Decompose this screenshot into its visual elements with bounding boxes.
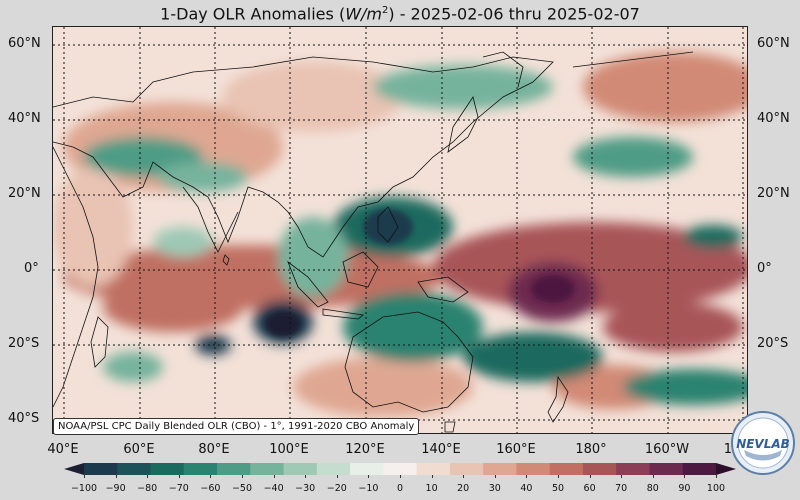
colorbar-segment <box>250 463 285 475</box>
lat-label-left: 40°S <box>8 411 40 426</box>
colorbar-tick-mark <box>621 475 623 478</box>
colorbar-extend-min <box>64 463 84 475</box>
logo-text: NEVLAB <box>736 437 790 451</box>
lat-label-left: 0° <box>24 261 39 276</box>
colorbar-segment <box>416 463 451 475</box>
colorbar-segment <box>283 463 318 475</box>
colorbar-tick-label: 0 <box>396 483 404 494</box>
lon-label: 40°E <box>47 442 79 457</box>
colorbar-tick-mark <box>147 475 149 478</box>
map-field <box>53 27 747 433</box>
colorbar-tick-mark <box>305 475 307 478</box>
colorbar-tick-label: −70 <box>168 483 189 494</box>
colorbar-tick-mark <box>178 475 180 478</box>
colorbar-segment <box>582 463 617 475</box>
nev-lab-globe-logo: NEVLAB <box>731 411 795 475</box>
colorbar-tick-label: −100 <box>70 483 98 494</box>
colorbar-tick-mark <box>716 475 717 478</box>
lat-label-left: 60°N <box>8 36 41 51</box>
colorbar-tick-mark <box>684 475 686 478</box>
colorbar-segment <box>183 463 218 475</box>
colorbar-segment <box>616 463 650 475</box>
colorbar-tick-mark <box>526 475 528 478</box>
colorbar-segment <box>649 463 684 475</box>
lat-label-left: 40°N <box>8 111 41 126</box>
colorbar-segment <box>84 463 118 475</box>
lon-label: 80°E <box>198 442 230 457</box>
colorbar-tick-mark <box>463 475 465 478</box>
lat-label-right: 20°S <box>757 336 789 351</box>
colorbar-tick-label: 30 <box>488 483 501 494</box>
lon-label: 120°E <box>345 442 385 457</box>
colorbar-tick-mark <box>210 475 212 478</box>
colorbar-tick-label: −40 <box>263 483 284 494</box>
colorbar <box>64 463 736 475</box>
colorbar-tick-mark <box>400 475 401 478</box>
colorbar-tick-mark <box>273 475 275 478</box>
lat-label-right: 40°N <box>757 111 790 126</box>
colorbar-tick-label: 70 <box>615 483 628 494</box>
lat-label-right: 0° <box>757 261 772 276</box>
lat-label-right: 60°N <box>757 36 790 51</box>
coastlines <box>53 51 694 433</box>
colorbar-extend-max <box>716 463 736 475</box>
colorbar-segment <box>549 463 584 475</box>
lon-label: 140°E <box>421 442 461 457</box>
colorbar-tick-label: 50 <box>551 483 565 494</box>
colorbar-tick-mark <box>558 475 559 478</box>
colorbar-tick-label: −20 <box>326 483 347 494</box>
anomaly-field <box>53 52 747 417</box>
colorbar-tick-label: 40 <box>520 483 533 494</box>
source-note: NOAA/PSL CPC Daily Blended OLR (CBO) - 1… <box>53 418 420 435</box>
colorbar-segment <box>316 463 351 475</box>
lon-label: 160°E <box>496 442 536 457</box>
lat-label-left: 20°S <box>8 336 40 351</box>
colorbar-tick-label: −90 <box>105 483 126 494</box>
colorbar-segment <box>483 463 517 475</box>
colorbar-tick-label: −60 <box>200 483 221 494</box>
colorbar-segment <box>516 463 551 475</box>
colorbar-tick-mark <box>431 475 433 478</box>
colorbar-tick-label: 80 <box>646 483 659 494</box>
colorbar-segment <box>383 463 418 475</box>
colorbar-segment <box>217 463 251 475</box>
colorbar-tick-mark <box>242 475 243 478</box>
colorbar-tick-label: 100 <box>706 483 726 494</box>
colorbar-tick-label: −80 <box>137 483 158 494</box>
colorbar-tick-mark <box>336 475 338 478</box>
colorbar-tick-mark <box>589 475 591 478</box>
map-title: 1-Day OLR Anomalies (W/m2) - 2025-02-06 … <box>160 4 640 24</box>
colorbar-segment <box>449 463 484 475</box>
colorbar-tick-mark <box>652 475 654 478</box>
colorbar-tick-label: −30 <box>295 483 316 494</box>
colorbar-tick-label: −10 <box>358 483 379 494</box>
lat-label-right: 20°N <box>757 186 790 201</box>
lon-label: 100°E <box>269 442 309 457</box>
colorbar-tick-mark <box>115 475 117 478</box>
lon-label: 180° <box>575 442 607 457</box>
lon-label: 60°E <box>123 442 155 457</box>
lon-label: 160°W <box>644 442 690 457</box>
colorbar-tick-label: 10 <box>425 483 438 494</box>
colorbar-tick-label: 60 <box>583 483 596 494</box>
colorbar-tick-mark <box>84 475 85 478</box>
colorbar-segment <box>150 463 185 475</box>
lat-label-left: 20°N <box>8 186 41 201</box>
colorbar-tick-label: 20 <box>457 483 470 494</box>
colorbar-tick-label: 90 <box>678 483 691 494</box>
colorbar-segment <box>350 463 384 475</box>
colorbar-segment <box>117 463 152 475</box>
olr-anomaly-map <box>52 26 748 434</box>
colorbar-segment <box>682 463 717 475</box>
colorbar-tick-mark <box>368 475 370 478</box>
colorbar-tick-label: −50 <box>231 483 253 494</box>
colorbar-tick-mark <box>494 475 496 478</box>
